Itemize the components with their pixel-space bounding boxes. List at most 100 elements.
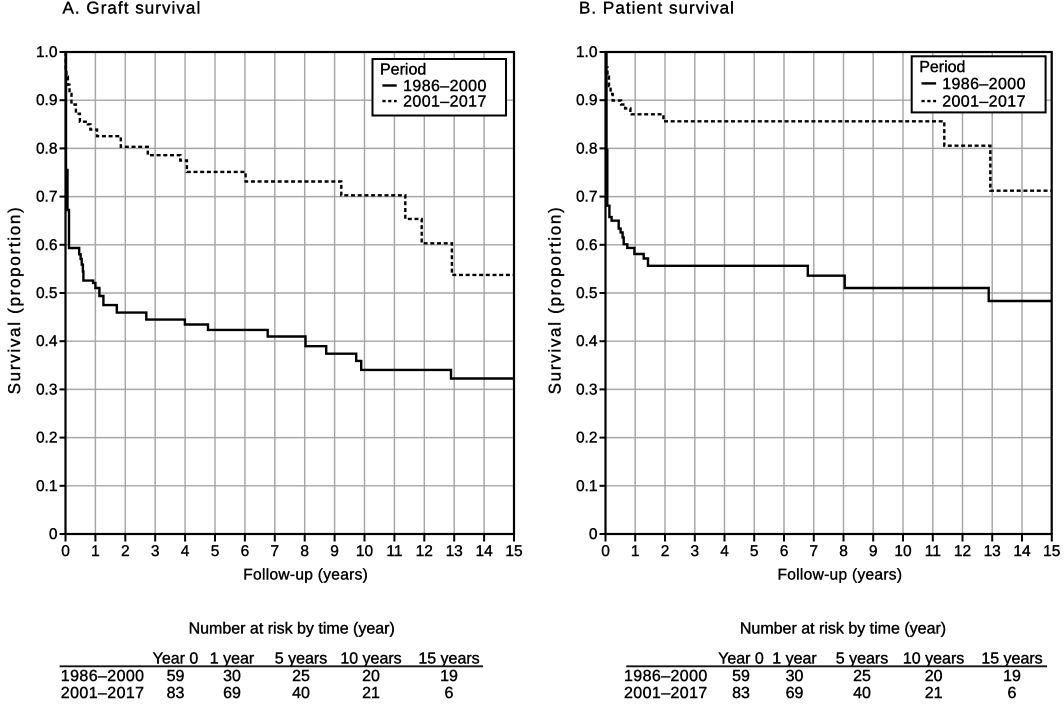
svg-text:10 years: 10 years bbox=[903, 650, 964, 667]
svg-text:0.7: 0.7 bbox=[576, 189, 598, 206]
svg-text:B. Patient survival: B. Patient survival bbox=[579, 0, 735, 18]
svg-text:4: 4 bbox=[181, 543, 190, 560]
svg-text:40: 40 bbox=[292, 685, 310, 700]
svg-text:0.6: 0.6 bbox=[576, 237, 598, 254]
svg-text:1: 1 bbox=[631, 543, 640, 560]
svg-text:0.2: 0.2 bbox=[36, 430, 58, 447]
svg-text:69: 69 bbox=[786, 685, 804, 700]
svg-text:Period: Period bbox=[919, 59, 965, 76]
svg-text:2: 2 bbox=[121, 543, 130, 560]
svg-text:5: 5 bbox=[750, 543, 759, 560]
svg-text:Year 0: Year 0 bbox=[153, 650, 199, 667]
svg-text:2001–2017: 2001–2017 bbox=[942, 94, 1026, 111]
svg-text:1986–2000: 1986–2000 bbox=[61, 668, 145, 685]
svg-text:0.5: 0.5 bbox=[36, 285, 58, 302]
svg-text:1986–2000: 1986–2000 bbox=[403, 78, 487, 95]
svg-text:0.9: 0.9 bbox=[36, 92, 58, 109]
svg-text:6: 6 bbox=[445, 685, 454, 700]
svg-text:0: 0 bbox=[601, 543, 610, 560]
svg-text:2001–2017: 2001–2017 bbox=[624, 685, 708, 700]
svg-text:0: 0 bbox=[61, 543, 70, 560]
svg-text:15 years: 15 years bbox=[981, 650, 1042, 667]
svg-text:0.1: 0.1 bbox=[576, 478, 598, 495]
svg-text:12: 12 bbox=[954, 543, 971, 560]
svg-text:10: 10 bbox=[894, 543, 912, 560]
svg-text:59: 59 bbox=[167, 668, 185, 685]
svg-text:69: 69 bbox=[223, 685, 241, 700]
svg-text:8: 8 bbox=[300, 543, 309, 560]
svg-text:Follow-up (years): Follow-up (years) bbox=[243, 567, 368, 584]
svg-text:1 year: 1 year bbox=[210, 650, 255, 667]
svg-text:14: 14 bbox=[475, 543, 493, 560]
svg-text:6: 6 bbox=[780, 543, 789, 560]
svg-text:1.0: 1.0 bbox=[36, 44, 58, 61]
svg-text:Number at risk by time (year): Number at risk by time (year) bbox=[189, 620, 395, 637]
svg-text:0.4: 0.4 bbox=[36, 333, 58, 350]
svg-text:13: 13 bbox=[446, 543, 463, 560]
svg-text:Period: Period bbox=[380, 61, 426, 78]
svg-text:10 years: 10 years bbox=[340, 650, 401, 667]
svg-text:6: 6 bbox=[241, 543, 250, 560]
svg-text:5 years: 5 years bbox=[836, 650, 888, 667]
svg-text:0.8: 0.8 bbox=[36, 140, 58, 157]
svg-text:20: 20 bbox=[362, 668, 380, 685]
svg-text:14: 14 bbox=[1013, 543, 1031, 560]
svg-text:5: 5 bbox=[211, 543, 220, 560]
svg-text:0.6: 0.6 bbox=[36, 237, 58, 254]
svg-text:Year 0: Year 0 bbox=[718, 650, 764, 667]
svg-text:0.2: 0.2 bbox=[576, 430, 598, 447]
svg-text:0.3: 0.3 bbox=[576, 381, 598, 398]
svg-text:15 years: 15 years bbox=[418, 650, 479, 667]
svg-text:15: 15 bbox=[505, 543, 522, 560]
svg-text:0.4: 0.4 bbox=[576, 333, 598, 350]
svg-text:0.7: 0.7 bbox=[36, 189, 58, 206]
svg-text:2: 2 bbox=[661, 543, 670, 560]
svg-text:21: 21 bbox=[362, 685, 380, 700]
svg-text:12: 12 bbox=[416, 543, 433, 560]
svg-text:0: 0 bbox=[49, 526, 58, 543]
svg-text:83: 83 bbox=[167, 685, 185, 700]
svg-text:2001–2017: 2001–2017 bbox=[61, 685, 145, 700]
svg-text:19: 19 bbox=[440, 668, 458, 685]
svg-text:0.8: 0.8 bbox=[576, 140, 598, 157]
svg-text:1986–2000: 1986–2000 bbox=[624, 668, 708, 685]
svg-text:6: 6 bbox=[1008, 685, 1017, 700]
svg-text:11: 11 bbox=[925, 543, 941, 560]
svg-text:3: 3 bbox=[690, 543, 699, 560]
svg-text:0.1: 0.1 bbox=[36, 478, 58, 495]
svg-text:40: 40 bbox=[853, 685, 871, 700]
svg-text:30: 30 bbox=[786, 668, 804, 685]
svg-text:30: 30 bbox=[223, 668, 241, 685]
svg-text:9: 9 bbox=[869, 543, 878, 560]
svg-text:0.5: 0.5 bbox=[576, 285, 598, 302]
svg-text:4: 4 bbox=[720, 543, 729, 560]
svg-text:7: 7 bbox=[270, 543, 279, 560]
svg-text:19: 19 bbox=[1003, 668, 1021, 685]
svg-text:15: 15 bbox=[1043, 543, 1060, 560]
svg-text:1: 1 bbox=[91, 543, 100, 560]
svg-text:A. Graft survival: A. Graft survival bbox=[63, 0, 202, 18]
svg-text:2001–2017: 2001–2017 bbox=[403, 94, 487, 111]
svg-text:59: 59 bbox=[732, 668, 750, 685]
svg-text:0.9: 0.9 bbox=[576, 92, 598, 109]
svg-text:1 year: 1 year bbox=[772, 650, 817, 667]
svg-text:Survival (proportion): Survival (proportion) bbox=[5, 206, 24, 395]
svg-text:21: 21 bbox=[925, 685, 943, 700]
svg-text:11: 11 bbox=[386, 543, 402, 560]
svg-text:25: 25 bbox=[292, 668, 310, 685]
svg-text:Survival (proportion): Survival (proportion) bbox=[546, 206, 565, 395]
svg-text:7: 7 bbox=[809, 543, 818, 560]
svg-text:10: 10 bbox=[356, 543, 374, 560]
svg-text:83: 83 bbox=[732, 685, 750, 700]
svg-text:0: 0 bbox=[589, 526, 598, 543]
svg-text:Follow-up (years): Follow-up (years) bbox=[777, 567, 902, 584]
svg-text:Number at risk by time (year): Number at risk by time (year) bbox=[740, 620, 946, 637]
svg-text:25: 25 bbox=[853, 668, 871, 685]
svg-text:3: 3 bbox=[151, 543, 160, 560]
svg-text:20: 20 bbox=[925, 668, 943, 685]
svg-text:5 years: 5 years bbox=[275, 650, 327, 667]
svg-text:0.3: 0.3 bbox=[36, 381, 58, 398]
svg-text:1986–2000: 1986–2000 bbox=[942, 76, 1026, 93]
svg-text:13: 13 bbox=[984, 543, 1001, 560]
svg-text:9: 9 bbox=[330, 543, 339, 560]
